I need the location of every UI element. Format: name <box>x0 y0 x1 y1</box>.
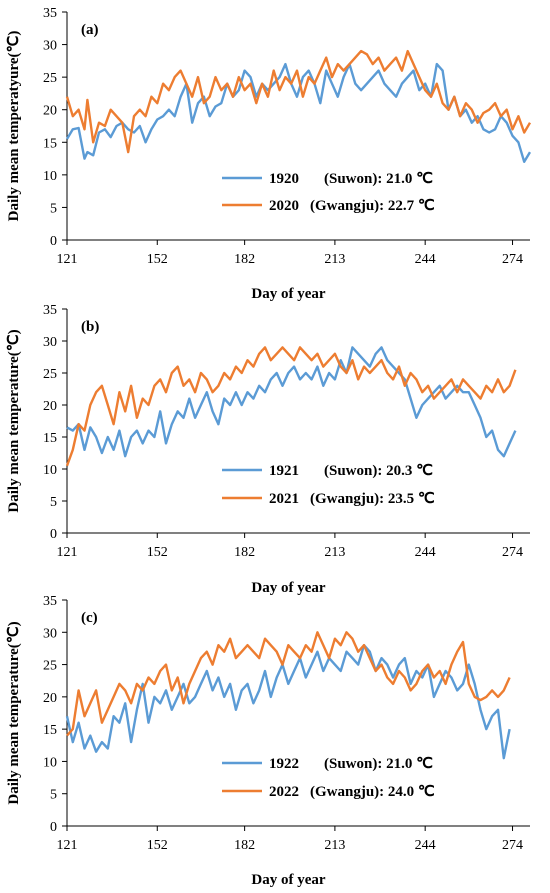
y-tick-label: 35 <box>43 594 57 609</box>
y-tick-label: 10 <box>43 169 57 184</box>
y-tick-label: 25 <box>43 659 57 674</box>
y-tick-label: 5 <box>50 201 57 216</box>
legend-label: (Gwangju): 22.7 ℃ <box>310 198 435 214</box>
x-tick-label: 182 <box>234 545 255 560</box>
legend-label: (Suwon): 21.0 ℃ <box>324 171 433 187</box>
x-tick-label: 152 <box>147 252 168 267</box>
y-axis-title: Daily mean temperature(℃) <box>6 329 22 512</box>
y-axis-title: Daily mean temperatyure(℃) <box>6 31 22 222</box>
series-line <box>66 346 517 458</box>
y-tick-label: 30 <box>43 39 57 54</box>
legend-year: 1920 <box>269 171 299 187</box>
x-tick-label: 213 <box>324 545 345 560</box>
x-tick-label: 274 <box>502 838 523 853</box>
y-tick-label: 25 <box>43 367 57 382</box>
legend-year: 1922 <box>269 756 299 772</box>
legend-year: 2021 <box>269 491 299 507</box>
y-tick-label: 25 <box>43 71 57 86</box>
legend-label: (Suwon): 21.0 ℃ <box>324 756 433 772</box>
y-tick-label: 10 <box>43 463 57 478</box>
y-tick-label: 20 <box>43 104 57 119</box>
x-axis-title: Day of year <box>251 580 325 596</box>
x-tick-label: 213 <box>324 252 345 267</box>
y-tick-label: 5 <box>50 495 57 510</box>
series-line <box>65 644 511 760</box>
y-tick-label: 0 <box>50 527 57 542</box>
y-tick-label: 20 <box>43 691 57 706</box>
legend-year: 2020 <box>269 198 299 214</box>
legend-year: 2022 <box>269 784 299 800</box>
x-tick-label: 244 <box>415 545 436 560</box>
x-tick-label: 182 <box>234 252 255 267</box>
x-tick-label: 274 <box>502 545 523 560</box>
y-tick-label: 5 <box>50 788 57 803</box>
series-line <box>65 49 532 154</box>
panel-label: (c) <box>81 610 98 626</box>
x-axis-title: Day of year <box>251 286 325 302</box>
x-tick-label: 152 <box>147 545 168 560</box>
legend-label: (Gwangju): 24.0 ℃ <box>310 784 435 800</box>
x-tick-label: 182 <box>234 838 255 853</box>
y-axis-title: Daily mean temperature(℃) <box>6 621 22 804</box>
x-tick-label: 121 <box>57 838 78 853</box>
y-tick-label: 35 <box>43 6 57 21</box>
x-tick-label: 244 <box>415 252 436 267</box>
y-tick-label: 15 <box>43 431 57 446</box>
x-tick-label: 121 <box>57 545 78 560</box>
y-tick-label: 10 <box>43 755 57 770</box>
panel-label: (a) <box>81 22 99 38</box>
chart-panel: 0 5 10 15 20 25 30 35 121 152 182 213 244 274 Day of y… <box>6 6 532 302</box>
y-tick-label: 35 <box>43 303 57 318</box>
y-tick-label: 20 <box>43 399 57 414</box>
x-tick-label: 121 <box>57 252 78 267</box>
y-tick-label: 0 <box>50 820 57 835</box>
y-tick-label: 0 <box>50 234 57 249</box>
x-axis-title: Day of year <box>251 872 325 888</box>
x-tick-label: 213 <box>324 838 345 853</box>
y-tick-label: 30 <box>43 335 57 350</box>
chart-panel: 0 5 10 15 20 25 30 35 121 152 182 213 244 274 Day of y… <box>6 303 530 596</box>
x-tick-label: 152 <box>147 838 168 853</box>
x-tick-label: 274 <box>502 252 523 267</box>
panel-label: (b) <box>81 319 99 335</box>
legend-label: (Suwon): 20.3 ℃ <box>324 463 433 479</box>
legend-label: (Gwangju): 23.5 ℃ <box>310 491 435 507</box>
series-line <box>65 346 517 467</box>
y-tick-label: 15 <box>43 136 57 151</box>
x-tick-label: 244 <box>415 838 436 853</box>
series-line <box>66 631 511 737</box>
legend-year: 1921 <box>269 463 299 479</box>
y-tick-label: 15 <box>43 723 57 738</box>
y-tick-label: 30 <box>43 626 57 641</box>
chart-panel: 0 5 10 15 20 25 30 35 121 152 182 213 244 274 Day of y… <box>6 594 530 888</box>
